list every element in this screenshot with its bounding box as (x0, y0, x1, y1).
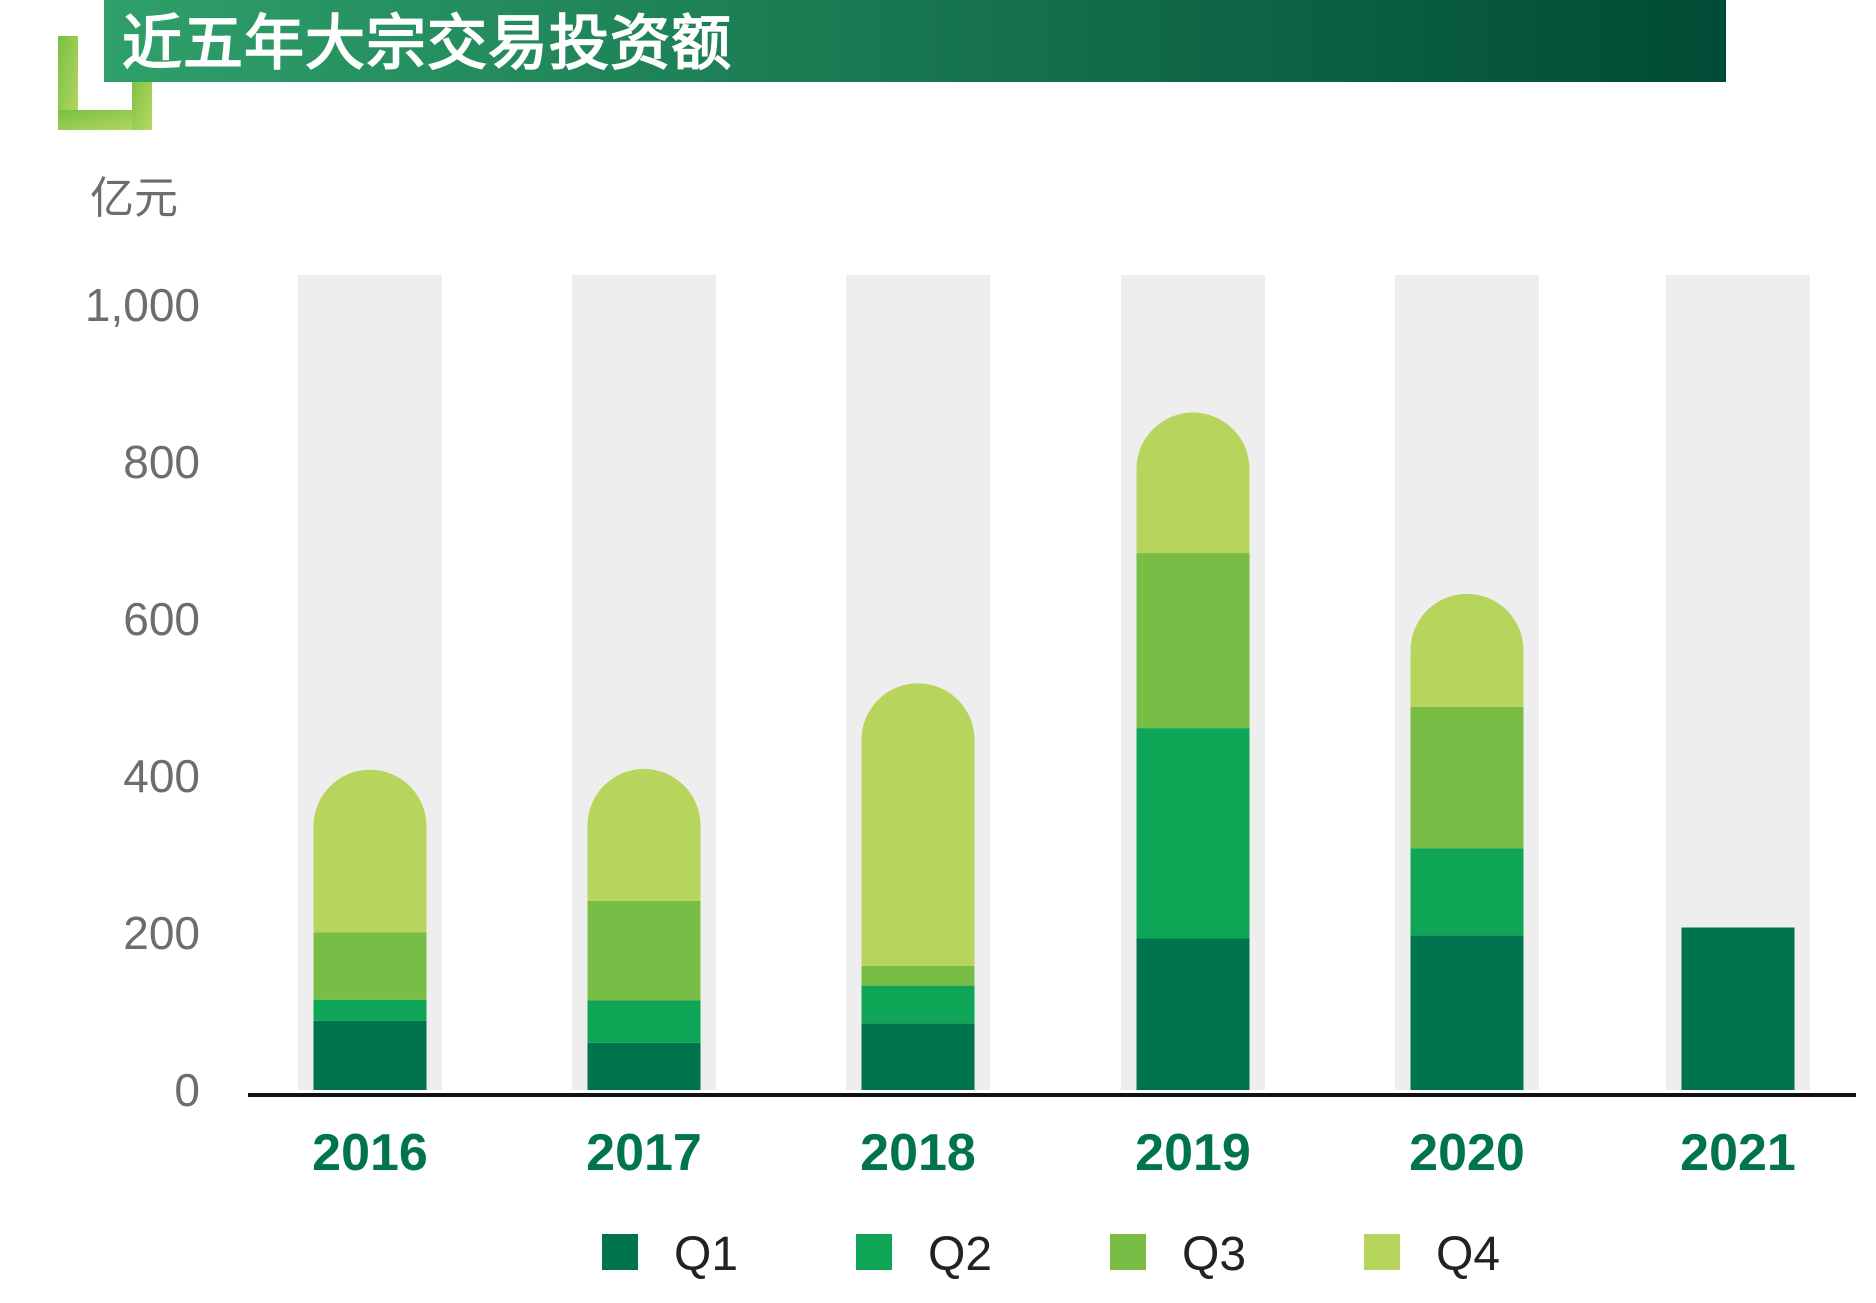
legend-item-q3: Q3 (1110, 1228, 1246, 1281)
bar-2017-q1 (587, 1042, 701, 1090)
legend-label-q3: Q3 (1182, 1228, 1246, 1281)
y-tick-label-200: 200 (123, 907, 200, 959)
bar-2018-q4 (861, 683, 975, 966)
corner-bracket-decoration (58, 36, 152, 130)
legend-swatch-q4 (1364, 1234, 1400, 1270)
title-banner (104, 0, 1726, 82)
y-tick-label-800: 800 (123, 436, 200, 488)
legend-swatch-q1 (602, 1234, 638, 1270)
bar-2020-q3 (1410, 706, 1524, 849)
legend-item-q2: Q2 (856, 1228, 992, 1281)
bar-2018-q1 (861, 1023, 975, 1090)
legend-item-q1: Q1 (602, 1228, 738, 1281)
bar-2019-q1 (1136, 938, 1250, 1090)
y-tick-label-1000: 1,000 (85, 279, 200, 331)
bar-2020-q2 (1410, 848, 1524, 936)
x-tick-label-2018: 2018 (860, 1124, 976, 1182)
y-tick-label-0: 0 (174, 1064, 200, 1116)
bar-2017-q2 (587, 1000, 701, 1043)
x-tick-label-2019: 2019 (1135, 1124, 1251, 1182)
legend-swatch-q2 (856, 1234, 892, 1270)
bar-2019-q3 (1136, 553, 1250, 729)
legend-label-q2: Q2 (928, 1228, 992, 1281)
legend: Q1 Q2 Q3 Q4 (602, 1228, 1500, 1281)
x-tick-label-2020: 2020 (1409, 1124, 1525, 1182)
bar-2017-q4 (587, 768, 701, 901)
bar-2016-q4 (313, 769, 427, 933)
legend-label-q1: Q1 (674, 1228, 738, 1281)
bar-2018-q2 (861, 985, 975, 1024)
bar-2016-q2 (313, 999, 427, 1021)
unit-label: 亿元 (90, 173, 178, 224)
bar-2017-q3 (587, 900, 701, 1001)
column-backgrounds (298, 275, 1810, 1090)
x-axis-labels: 2016 2017 2018 2019 2020 2021 (312, 1124, 1796, 1182)
y-tick-label-400: 400 (123, 750, 200, 802)
x-tick-label-2017: 2017 (586, 1124, 702, 1182)
bar-2016-q1 (313, 1020, 427, 1090)
x-tick-label-2021: 2021 (1680, 1124, 1796, 1182)
legend-swatch-q3 (1110, 1234, 1146, 1270)
bar-2020-q1 (1410, 935, 1524, 1090)
y-tick-label-600: 600 (123, 593, 200, 645)
bar-2019-q4 (1136, 412, 1250, 554)
bar-2020-q4 (1410, 593, 1524, 707)
bar-2018-q3 (861, 965, 975, 986)
chart-title: 近五年大宗交易投资额 (122, 9, 732, 79)
bar-2021-q1 (1681, 927, 1795, 1090)
bar-2019-q2 (1136, 728, 1250, 939)
legend-label-q4: Q4 (1436, 1228, 1500, 1281)
bars (313, 412, 1795, 1090)
bar-2016-q3 (313, 932, 427, 1000)
legend-item-q4: Q4 (1364, 1228, 1500, 1281)
x-tick-label-2016: 2016 (312, 1124, 428, 1182)
y-axis-ticks: 0 200 400 600 800 1,000 (85, 279, 200, 1116)
